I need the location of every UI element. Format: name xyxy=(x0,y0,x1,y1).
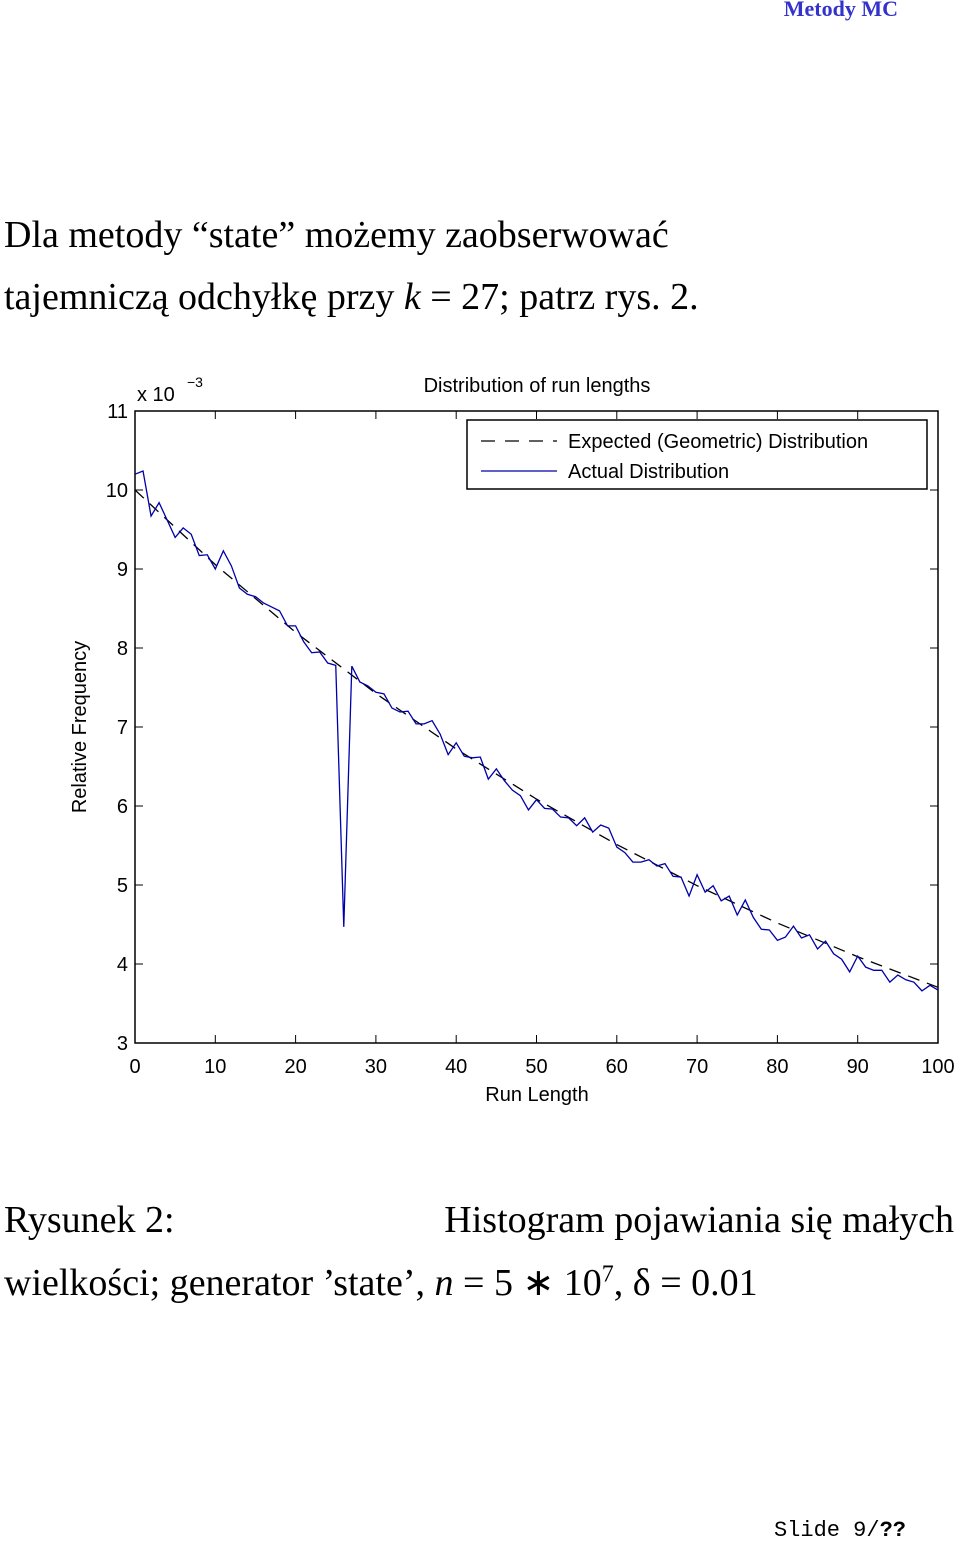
y-tick-label: 11 xyxy=(107,401,128,423)
text: = 27; patrz rys. 2. xyxy=(430,276,699,318)
caption-line: wielkości; generator ’state’, n = 5 ∗ 10… xyxy=(4,1260,758,1305)
x-tick-label: 100 xyxy=(921,1056,954,1078)
variable: k xyxy=(403,276,421,318)
caption-line: Histogram pojawiania się małych xyxy=(444,1199,954,1241)
x-tick-label: 30 xyxy=(365,1056,387,1078)
legend-box xyxy=(466,419,928,490)
y-axis-label: Relative Frequency xyxy=(69,641,91,813)
y-tick-label: 3 xyxy=(117,1033,128,1055)
y-tick-label: 4 xyxy=(117,954,128,976)
y-tick-label: 8 xyxy=(117,638,128,660)
x-tick-label: 80 xyxy=(766,1056,788,1078)
y-tick-label: 10 xyxy=(106,480,128,502)
x-tick-label: 90 xyxy=(847,1056,869,1078)
x-axis-label: Run Length xyxy=(485,1084,588,1106)
legend-label: Expected (Geometric) Distribution xyxy=(568,431,868,453)
y-multiplier: x 10 xyxy=(137,384,175,406)
text: tajemniczą odchyłkę przy xyxy=(4,276,395,318)
footer: Slide 9/?? xyxy=(774,1518,906,1543)
text: , δ = 0.01 xyxy=(613,1262,758,1304)
x-tick-label: 0 xyxy=(129,1056,140,1078)
y-tick-label: 9 xyxy=(117,559,128,581)
x-tick-label: 20 xyxy=(284,1056,306,1078)
header: Metody MC xyxy=(783,0,898,21)
y-tick-label: 5 xyxy=(117,875,128,897)
y-tick-label: 7 xyxy=(117,717,128,739)
series-line xyxy=(134,470,939,992)
slide-number: Slide 9/ xyxy=(773,1518,880,1543)
y-multiplier-exponent: −3 xyxy=(187,374,203,390)
body-line: tajemniczą odchyłkę przy k = 27; patrz r… xyxy=(4,275,699,319)
caption-label: Rysunek 2: xyxy=(4,1199,175,1241)
slide-total: ?? xyxy=(879,1518,906,1543)
x-tick-label: 50 xyxy=(525,1056,547,1078)
series-line xyxy=(134,489,939,988)
text: wielkości; generator ’state’, xyxy=(4,1262,426,1304)
body-line: Dla metody “state” możemy zaobserwować xyxy=(4,214,669,256)
x-tick-label: 40 xyxy=(445,1056,467,1078)
exponent: 7 xyxy=(601,1261,614,1288)
x-tick-label: 60 xyxy=(606,1056,628,1078)
chart: Distribution of run lengths x 10 −3 Run … xyxy=(69,374,955,1106)
chart-title: Distribution of run lengths xyxy=(424,375,651,397)
x-tick-label: 70 xyxy=(686,1056,708,1078)
variable: n xyxy=(434,1262,454,1304)
legend-label: Actual Distribution xyxy=(568,461,729,483)
x-tick-label: 10 xyxy=(204,1056,226,1078)
text: = 5 ∗ 10 xyxy=(463,1262,602,1304)
y-tick-label: 6 xyxy=(117,796,128,818)
